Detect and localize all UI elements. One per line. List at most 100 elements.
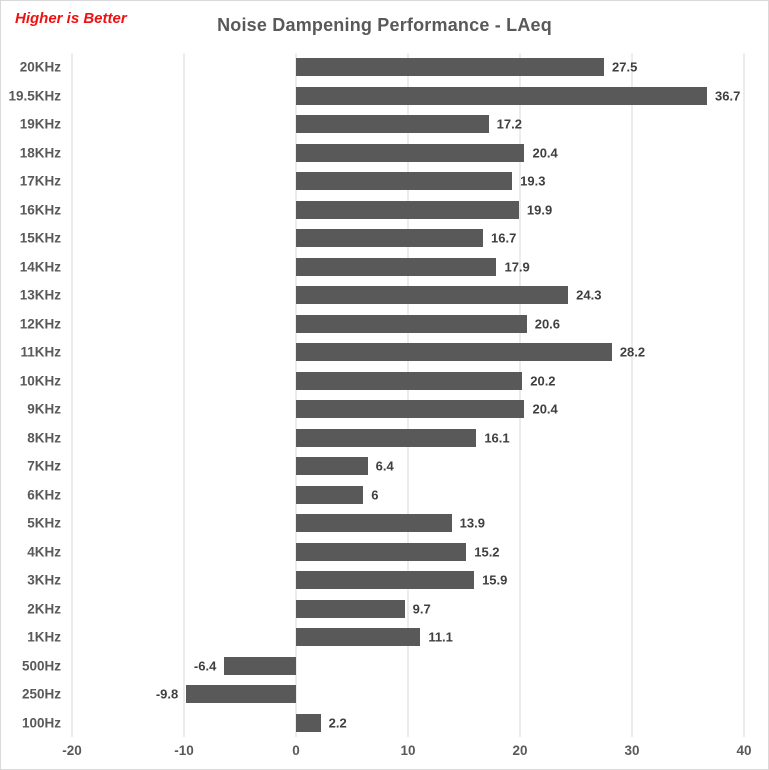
value-label: 19.3 [520,173,546,189]
bar [296,571,475,590]
category-label: 5KHz [27,515,61,531]
category-label: 250Hz [21,686,61,702]
category-label: 14KHz [19,259,61,275]
category-label: 4KHz [27,544,61,560]
category-label: 8KHz [27,430,61,446]
value-label: 27.5 [612,59,638,75]
category-label: 12KHz [19,316,61,332]
category-label: 2KHz [27,601,61,617]
bar [296,713,321,732]
category-label: 100Hz [21,715,61,731]
bar [296,58,604,77]
value-label: 11.1 [428,629,453,645]
value-label: 20.4 [532,401,558,417]
value-label: 9.7 [412,601,431,617]
value-label: 6 [371,487,379,503]
bar-row: 500Hz -6.4 [22,652,744,681]
value-label: 19.9 [526,202,553,218]
value-label: 16.1 [484,430,510,446]
bar-row: 7KHz 6.4 [27,452,744,481]
bar [296,371,523,390]
bar-row: 8KHz 16.1 [27,424,744,453]
category-label: 6KHz [27,487,61,503]
category-label: 500Hz [21,658,61,674]
bar-row: 6KHz 6 [27,481,744,510]
bar-row: 19.5KHz 36.7 [8,82,744,111]
value-label: 16.7 [491,230,517,246]
value-label: 6.4 [375,458,394,474]
bar [296,542,467,561]
bar-row: 1KHz 11.1 [27,623,744,652]
x-tick-label: 40 [736,743,752,758]
category-label: 9KHz [27,401,61,417]
bar [296,172,513,191]
bar-row: 15KHz 16.7 [20,224,744,253]
bar [296,286,569,305]
category-label: 16KHz [19,202,61,218]
category-label: 19.5KHz [8,88,61,104]
plot-area: 20KHz 27.5 19.5KHz 36.7 19KHz 17.2 18KHz 20.4 17… [8,53,752,758]
bar [296,428,477,447]
value-label: 2.2 [328,715,347,731]
bar-row: 4KHz 15.2 [27,538,744,567]
bar-row: 100Hz 2.2 [22,709,744,738]
bar-row: 17KHz 19.3 [20,167,744,196]
bar [296,485,364,504]
gridline [743,53,745,737]
value-label: 24.3 [576,287,602,303]
value-label: 17.9 [504,259,530,275]
bar-row: 11KHz 28.2 [20,338,744,367]
bar-row: 13KHz 24.3 [20,281,744,310]
x-tick-label: 20 [512,743,528,758]
value-label: 13.9 [459,515,485,531]
category-label: 10KHz [19,373,61,389]
bar [296,457,368,476]
bar-row: 5KHz 13.9 [27,509,744,538]
x-tick-label: 0 [292,743,300,758]
category-label: 11KHz [20,344,61,360]
value-label: 15.9 [482,572,508,588]
category-label: 3KHz [27,572,61,588]
bar-row: 250Hz -9.8 [22,680,744,709]
gridline [519,53,521,737]
value-label: 15.2 [474,544,500,560]
value-label: 36.7 [715,88,741,104]
bar [296,599,405,618]
bar [296,200,519,219]
gridline [631,53,633,737]
x-tick-label: 10 [400,743,416,758]
bar-row: 12KHz 20.6 [20,310,744,339]
bar-row: 9KHz 20.4 [27,395,744,424]
category-label: 15KHz [19,230,61,246]
gridlines-layer [71,53,745,737]
bar-row: 10KHz 20.2 [20,367,744,396]
bar-row: 19KHz 17.2 [20,110,744,139]
higher-is-better-annotation: Higher is Better [15,10,127,27]
bar-row: 16KHz 19.9 [20,196,744,225]
gridline [295,53,297,737]
value-label: 28.2 [619,344,646,360]
bar [224,656,296,675]
bar [296,229,484,248]
x-tick-label: 30 [624,743,640,758]
category-label: 13KHz [19,287,61,303]
bar [296,115,489,134]
value-label: 17.2 [496,116,522,132]
category-label: 20KHz [19,59,61,75]
bar [296,257,497,276]
bar-row: 14KHz 17.9 [20,253,744,282]
value-label: -9.8 [155,686,179,702]
value-label: 20.2 [530,373,556,389]
bar [296,628,421,647]
value-label: -6.4 [193,658,217,674]
value-label: 20.6 [534,316,561,332]
bar-row: 18KHz 20.4 [20,139,744,168]
bar-rows-layer: 20KHz 27.5 19.5KHz 36.7 19KHz 17.2 18KHz 20.4 17… [8,53,744,738]
gridline [71,53,73,737]
bar-row: 3KHz 15.9 [27,566,744,595]
bar-row: 20KHz 27.5 [20,53,744,82]
bar [186,685,296,704]
category-label: 17KHz [19,173,61,189]
bar [296,400,525,419]
